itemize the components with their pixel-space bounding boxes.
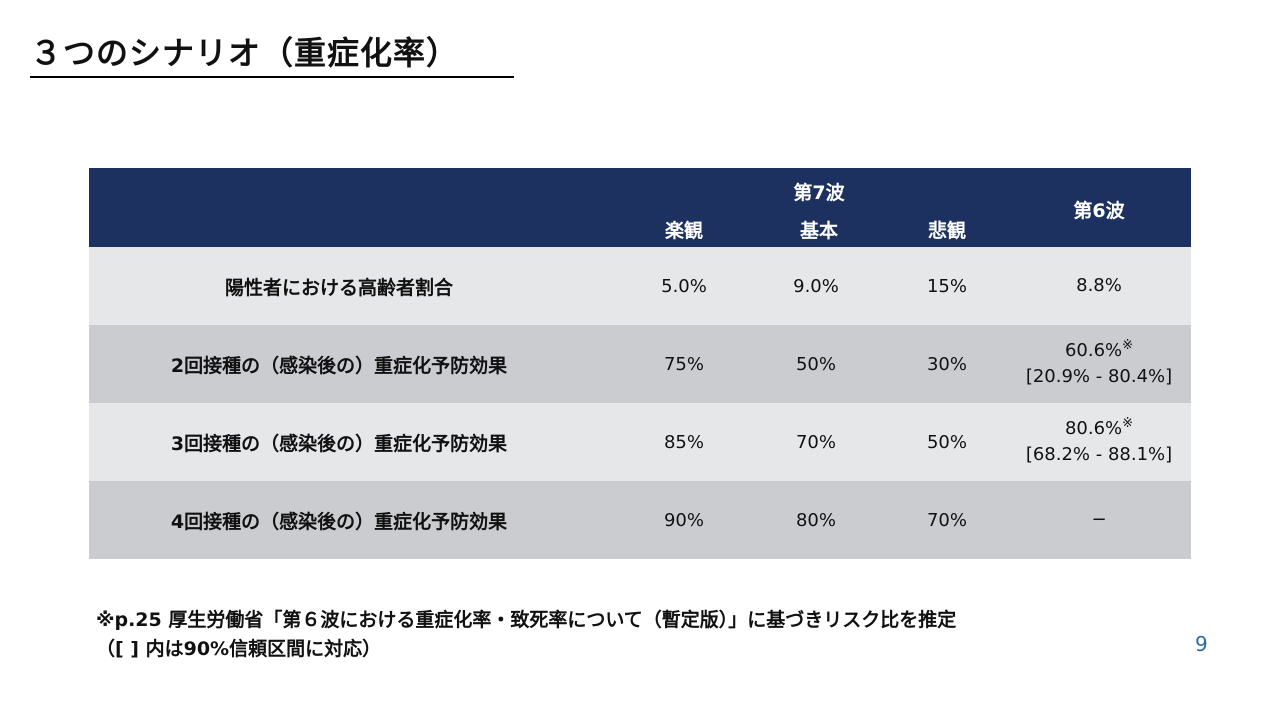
wave6-ci: [68.2% - 88.1%] [1025,444,1173,465]
cell-pessimistic: 15% [926,275,967,297]
wave6-ci: [20.9% - 80.4%] [1025,366,1173,387]
wave6-value: 80.6% [1064,418,1123,439]
wave6-value: 60.6% [1064,340,1123,361]
cell-base: 80% [795,509,836,531]
table-row: 陽性者における高齢者割合 5.0% 9.0% 15% 8.8% [89,247,1191,325]
cell-optimistic: 5.0% [661,275,707,297]
cell-base: 50% [795,353,836,375]
cell-optimistic: 90% [663,509,704,531]
cell-optimistic: 85% [663,431,704,453]
row-label: 2回接種の（感染後の）重症化予防効果 [170,354,508,377]
cell-optimistic: 75% [663,353,704,375]
table-row: 2回接種の（感染後の）重症化予防効果 75% 50% 30% 60.6%※ [2… [89,325,1191,403]
footnote-line2: （[ ] 内は90%信頼区間に対応） [96,638,382,660]
table-row: 3回接種の（感染後の）重症化予防効果 85% 70% 50% 80.6%※ [6… [89,403,1191,481]
page-title: ３つのシナリオ（重症化率） [30,28,514,78]
wave6-value: − [1091,509,1107,530]
cell-wave6: 60.6%※ [20.9% - 80.4%] [1019,325,1179,403]
footnote-line1: ※p.25 厚生労働省「第６波における重症化率・致死率について（暫定版）」に基づ… [96,609,957,631]
cell-wave6: − [1019,481,1179,559]
row-label: 陽性者における高齢者割合 [224,276,453,299]
table-row: 4回接種の（感染後の）重症化予防効果 90% 80% 70% − [89,481,1191,559]
row-label: 3回接種の（感染後の）重症化予防効果 [170,432,508,455]
scenario-table: 第7波 楽観 基本 悲観 第6波 陽性者における高齢者割合 5.0% 9.0% … [89,168,1191,559]
footnote: ※p.25 厚生労働省「第６波における重症化率・致死率について（暫定版）」に基づ… [96,606,956,664]
page-number: 9 [1195,632,1208,656]
cell-pessimistic: 30% [926,353,967,375]
header-pessimistic: 悲観 [927,220,966,242]
cell-base: 9.0% [793,275,839,297]
header-base: 基本 [799,220,838,242]
cell-base: 70% [795,431,836,453]
wave6-value: 8.8% [1076,275,1122,296]
note-mark: ※ [1122,338,1134,353]
header-optimistic: 楽観 [664,220,703,242]
cell-wave6: 80.6%※ [68.2% - 88.1%] [1019,403,1179,481]
table-header: 第7波 楽観 基本 悲観 第6波 [89,168,1191,247]
cell-pessimistic: 70% [926,509,967,531]
header-wave7: 第7波 [793,182,845,204]
cell-pessimistic: 50% [926,431,967,453]
cell-wave6: 8.8% [1019,247,1179,325]
header-wave6: 第6波 [1073,200,1125,222]
row-label: 4回接種の（感染後の）重症化予防効果 [170,510,508,533]
note-mark: ※ [1122,416,1134,431]
